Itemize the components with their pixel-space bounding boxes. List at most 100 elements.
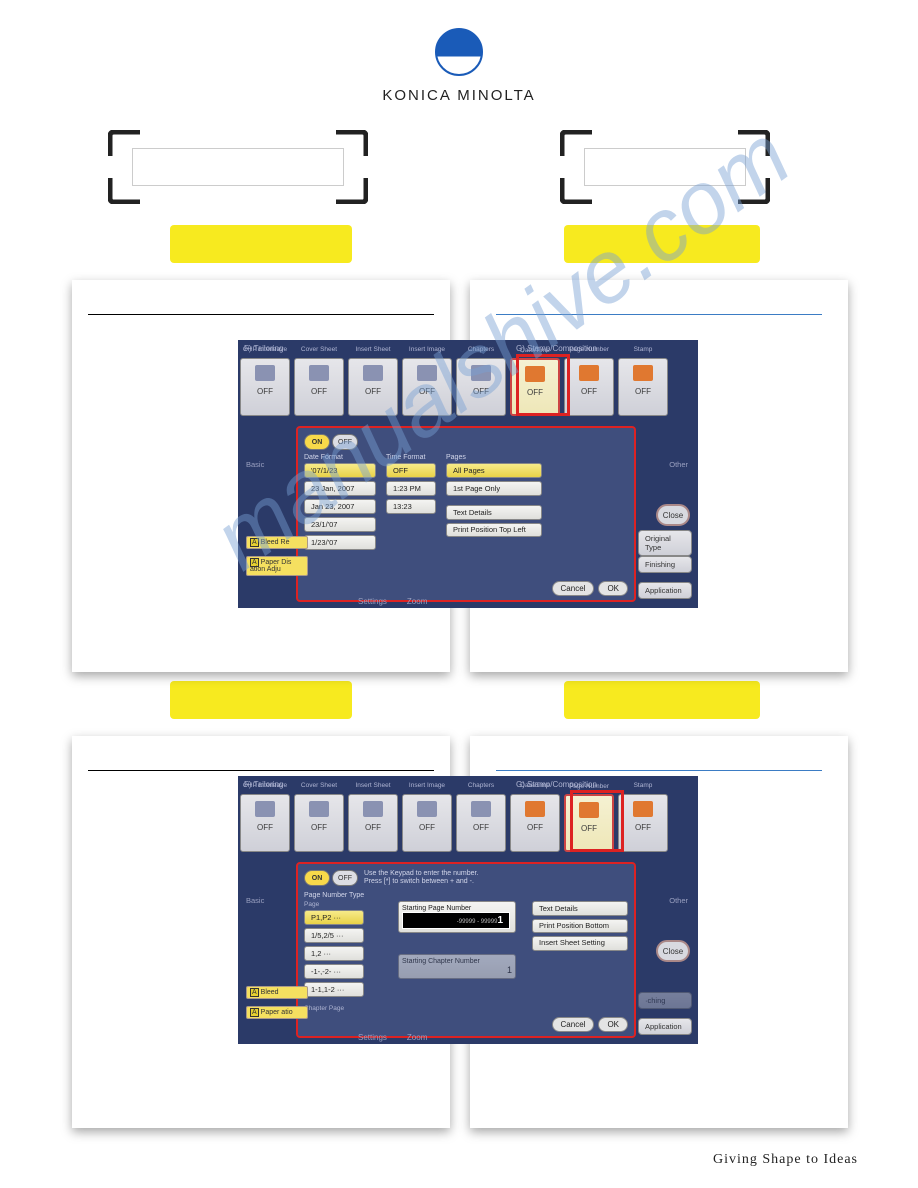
finishing-button[interactable]: ·ching bbox=[638, 992, 692, 1009]
func-button[interactable]: OFFStamp bbox=[618, 358, 668, 416]
date-format-label: Date Format bbox=[304, 454, 376, 461]
bracket-right bbox=[560, 130, 770, 204]
time-format-options: OFF 1:23 PM 13:23 bbox=[386, 463, 436, 517]
option-button[interactable]: '07/1/23 bbox=[304, 463, 376, 478]
option-button[interactable]: Jan 23, 2007 bbox=[304, 499, 376, 514]
option-button[interactable]: 23/1/'07 bbox=[304, 517, 376, 532]
tagline: Giving Shape to Ideas bbox=[713, 1152, 858, 1168]
time-format-label: Time Format bbox=[386, 454, 436, 461]
highlight-box bbox=[570, 790, 624, 852]
option-button[interactable]: P1,P2 ··· bbox=[304, 910, 364, 925]
original-type-button[interactable]: Original Type bbox=[638, 530, 692, 556]
ok-button[interactable]: OK bbox=[598, 1017, 628, 1032]
func-button[interactable]: OFFOHP Interleave bbox=[240, 358, 290, 416]
starting-page-box[interactable]: Starting Page Number -99999 - 999991 bbox=[398, 901, 516, 933]
bracket-inner bbox=[132, 148, 344, 186]
application-button[interactable]: Application bbox=[638, 582, 692, 599]
close-button[interactable]: Close bbox=[656, 504, 690, 526]
print-position-button[interactable]: Print Position Bottom bbox=[532, 919, 628, 933]
page-label: Page bbox=[304, 901, 384, 908]
basic-label: Basic bbox=[246, 896, 264, 905]
highlight-bar bbox=[564, 681, 760, 719]
bleed-button[interactable]: ABleed Re bbox=[246, 536, 308, 549]
pages-options: All Pages 1st Page Only bbox=[446, 463, 542, 499]
brand-header: KONICA MINOLTA bbox=[0, 0, 918, 104]
brand-name: KONICA MINOLTA bbox=[0, 87, 918, 104]
option-button[interactable]: 1/5,2/5 ··· bbox=[304, 928, 364, 943]
other-label: Other bbox=[669, 460, 688, 469]
on-toggle[interactable]: ON bbox=[304, 870, 330, 886]
option-button[interactable]: 1,2 ··· bbox=[304, 946, 364, 961]
insert-sheet-button[interactable]: Insert Sheet Setting bbox=[532, 936, 628, 950]
option-button[interactable]: 1/23/'07 bbox=[304, 535, 376, 550]
rule bbox=[88, 770, 434, 771]
cancel-button[interactable]: Cancel bbox=[552, 1017, 595, 1032]
option-button[interactable]: 23 Jan, 2007 bbox=[304, 481, 376, 496]
option-button[interactable]: OFF bbox=[386, 463, 436, 478]
finishing-button[interactable]: Finishing bbox=[638, 556, 692, 573]
func-button[interactable]: OFFChapters bbox=[456, 794, 506, 852]
chapter-label: Chapter Page bbox=[304, 1005, 344, 1012]
pagenumber-dialog: ON OFF Use the Keypad to enter the numbe… bbox=[296, 862, 636, 1038]
bracket-inner bbox=[584, 148, 746, 186]
option-button[interactable]: 1st Page Only bbox=[446, 481, 542, 496]
text-details-button[interactable]: Text Details bbox=[532, 901, 628, 916]
option-button[interactable]: -1-,-2- ··· bbox=[304, 964, 364, 979]
printer-screenshot-datetime: F) Tailoring G) Stamp/Composition OFFOHP… bbox=[238, 340, 698, 608]
rule bbox=[496, 770, 822, 771]
func-button[interactable]: OFFCover Sheet bbox=[294, 794, 344, 852]
func-button[interactable]: OFFOHP Interleave bbox=[240, 794, 290, 852]
rule bbox=[496, 314, 822, 315]
printer-screenshot-pagenumber: F) Tailoring G) Stamp/Composition OFFOHP… bbox=[238, 776, 698, 1044]
date-format-options: '07/1/23 23 Jan, 2007 Jan 23, 2007 23/1/'07… bbox=[304, 463, 376, 553]
bleed-button[interactable]: ABleed bbox=[246, 986, 308, 999]
zoom-label: Zoom bbox=[407, 1033, 427, 1042]
rule bbox=[88, 314, 434, 315]
option-button[interactable]: 13:23 bbox=[386, 499, 436, 514]
func-button[interactable]: OFFInsert Sheet bbox=[348, 794, 398, 852]
dialog-message: Use the Keypad to enter the number. Pres… bbox=[364, 870, 478, 887]
bottom-bar: Settings Zoom bbox=[358, 597, 427, 606]
print-position-button[interactable]: Print Position Top Left bbox=[446, 523, 542, 537]
bottom-bar: Settings Zoom bbox=[358, 1033, 427, 1042]
settings-label: Settings bbox=[358, 597, 387, 606]
paper-button[interactable]: APaper atio bbox=[246, 1006, 308, 1019]
func-button[interactable]: OFFDate/Time bbox=[510, 794, 560, 852]
bracket-left bbox=[108, 130, 368, 204]
func-button[interactable]: OFFChapters bbox=[456, 358, 506, 416]
text-details-button[interactable]: Text Details bbox=[446, 505, 542, 520]
settings-label: Settings bbox=[358, 1033, 387, 1042]
page-type-options: P1,P2 ··· 1/5,2/5 ··· 1,2 ··· -1-,-2- ··· 1-… bbox=[304, 910, 384, 1000]
func-button[interactable]: OFFCover Sheet bbox=[294, 358, 344, 416]
other-label: Other bbox=[669, 896, 688, 905]
func-button[interactable]: OFFInsert Image bbox=[402, 358, 452, 416]
basic-label: Basic bbox=[246, 460, 264, 469]
off-toggle[interactable]: OFF bbox=[332, 434, 358, 450]
cancel-button[interactable]: Cancel bbox=[552, 581, 595, 596]
option-button[interactable]: 1-1,1-2 ··· bbox=[304, 982, 364, 997]
paper-button[interactable]: APaper Dis ation Adju bbox=[246, 556, 308, 576]
datetime-dialog: ON OFF Date Format '07/1/23 23 Jan, 2007 J… bbox=[296, 426, 636, 602]
pages-label: Pages bbox=[446, 454, 542, 461]
ok-button[interactable]: OK bbox=[598, 581, 628, 596]
highlight-bar bbox=[170, 681, 352, 719]
highlight-bar bbox=[564, 225, 760, 263]
option-button[interactable]: 1:23 PM bbox=[386, 481, 436, 496]
function-row: OFFOHP InterleaveOFFCover SheetOFFInsert… bbox=[238, 356, 698, 418]
type-label: Page Number Type bbox=[304, 892, 628, 899]
func-button[interactable]: OFFInsert Sheet bbox=[348, 358, 398, 416]
application-button[interactable]: Application bbox=[638, 1018, 692, 1035]
zoom-label: Zoom bbox=[407, 597, 427, 606]
starting-chapter-box: Starting Chapter Number 1 bbox=[398, 954, 516, 979]
highlight-box bbox=[516, 354, 570, 416]
option-button[interactable]: All Pages bbox=[446, 463, 542, 478]
func-button[interactable]: OFFPage Number bbox=[564, 358, 614, 416]
func-button[interactable]: OFFInsert Image bbox=[402, 794, 452, 852]
brand-logo-icon bbox=[435, 28, 483, 76]
close-button[interactable]: Close bbox=[656, 940, 690, 962]
highlight-bar bbox=[170, 225, 352, 263]
on-toggle[interactable]: ON bbox=[304, 434, 330, 450]
function-row: OFFOHP InterleaveOFFCover SheetOFFInsert… bbox=[238, 792, 698, 854]
off-toggle[interactable]: OFF bbox=[332, 870, 358, 886]
func-button[interactable]: OFFStamp bbox=[618, 794, 668, 852]
